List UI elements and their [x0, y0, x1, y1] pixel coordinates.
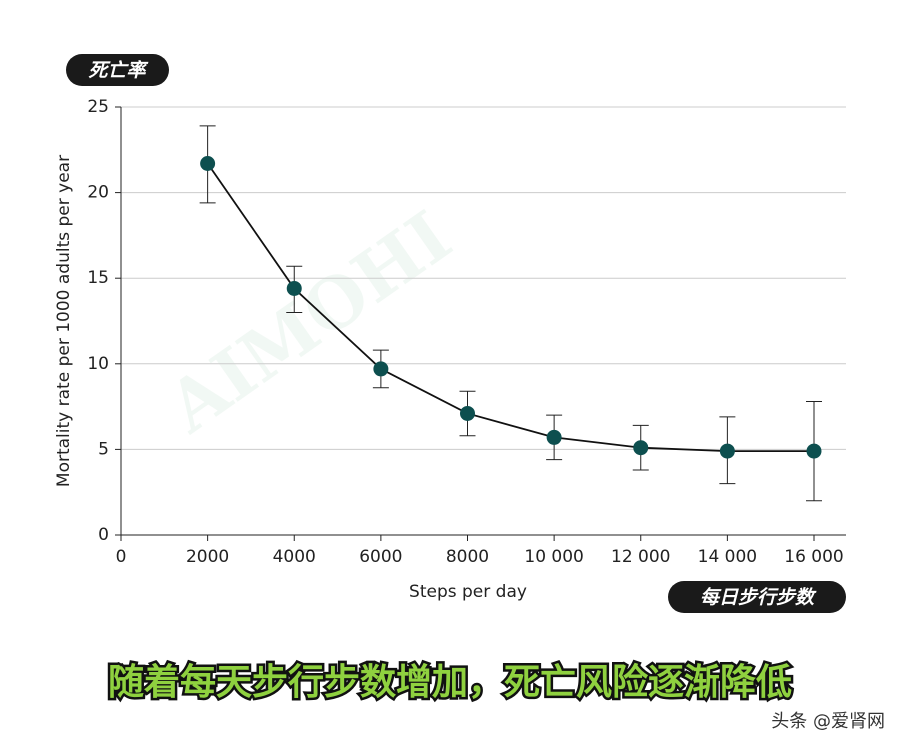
x-axis-title: Steps per day [409, 582, 527, 602]
y-annotation: 死亡率 [88, 60, 148, 82]
y-tick-label: 10 [87, 354, 109, 374]
x-annotation: 每日步行步数 [700, 587, 817, 609]
data-point [719, 443, 735, 459]
x-tick-label: 14 000 [698, 547, 757, 567]
data-line [206, 162, 814, 453]
data-point [373, 361, 389, 377]
y-tick-label: 20 [87, 183, 109, 203]
y-axis-title: Mortality rate per 1000 adults per year [54, 155, 74, 487]
watermark: AIMOHI [152, 195, 466, 450]
y-tick-label: 15 [87, 268, 109, 288]
y-annotation-pill [66, 54, 169, 86]
x-tick-label: 4000 [273, 547, 316, 567]
banner: 随着每天步行步数增加，死亡风险逐渐降低 [108, 662, 792, 703]
credit: 头条 @爱肾网 [771, 711, 885, 732]
data-point [633, 440, 649, 456]
x-tick-label: 12 000 [611, 547, 670, 567]
x-tick-label: 0 [116, 547, 127, 567]
x-tick-label: 6000 [359, 547, 402, 567]
y-tick-label: 5 [98, 439, 109, 459]
x-tick-label: 16 000 [784, 547, 843, 567]
data-point [806, 443, 822, 459]
data-point [546, 429, 562, 445]
y-tick-label: 25 [87, 97, 109, 117]
x-tick-label: 2000 [186, 547, 229, 567]
x-annotation-pill [668, 581, 846, 613]
data-point [460, 405, 475, 421]
y-tick-label: 0 [98, 525, 109, 545]
x-tick-label: 10 000 [524, 547, 583, 567]
x-tick-label: 8000 [446, 547, 489, 567]
data-point [286, 280, 302, 296]
data-point [200, 155, 216, 171]
